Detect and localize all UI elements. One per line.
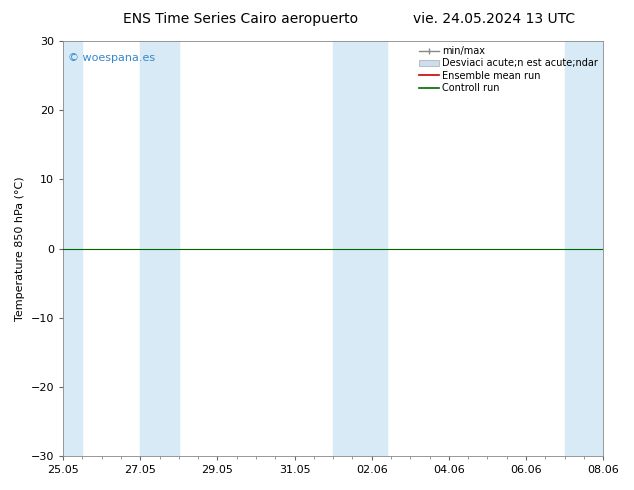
Text: vie. 24.05.2024 13 UTC: vie. 24.05.2024 13 UTC xyxy=(413,12,576,26)
Bar xyxy=(140,41,179,456)
Text: ENS Time Series Cairo aeropuerto: ENS Time Series Cairo aeropuerto xyxy=(124,12,358,26)
Bar xyxy=(63,41,82,456)
Bar xyxy=(333,41,387,456)
Bar xyxy=(564,41,603,456)
Y-axis label: Temperature 850 hPa (°C): Temperature 850 hPa (°C) xyxy=(15,176,25,321)
Legend: min/max, Desviaci acute;n est acute;ndar, Ensemble mean run, Controll run: min/max, Desviaci acute;n est acute;ndar… xyxy=(417,44,600,95)
Text: © woespana.es: © woespana.es xyxy=(68,53,155,64)
